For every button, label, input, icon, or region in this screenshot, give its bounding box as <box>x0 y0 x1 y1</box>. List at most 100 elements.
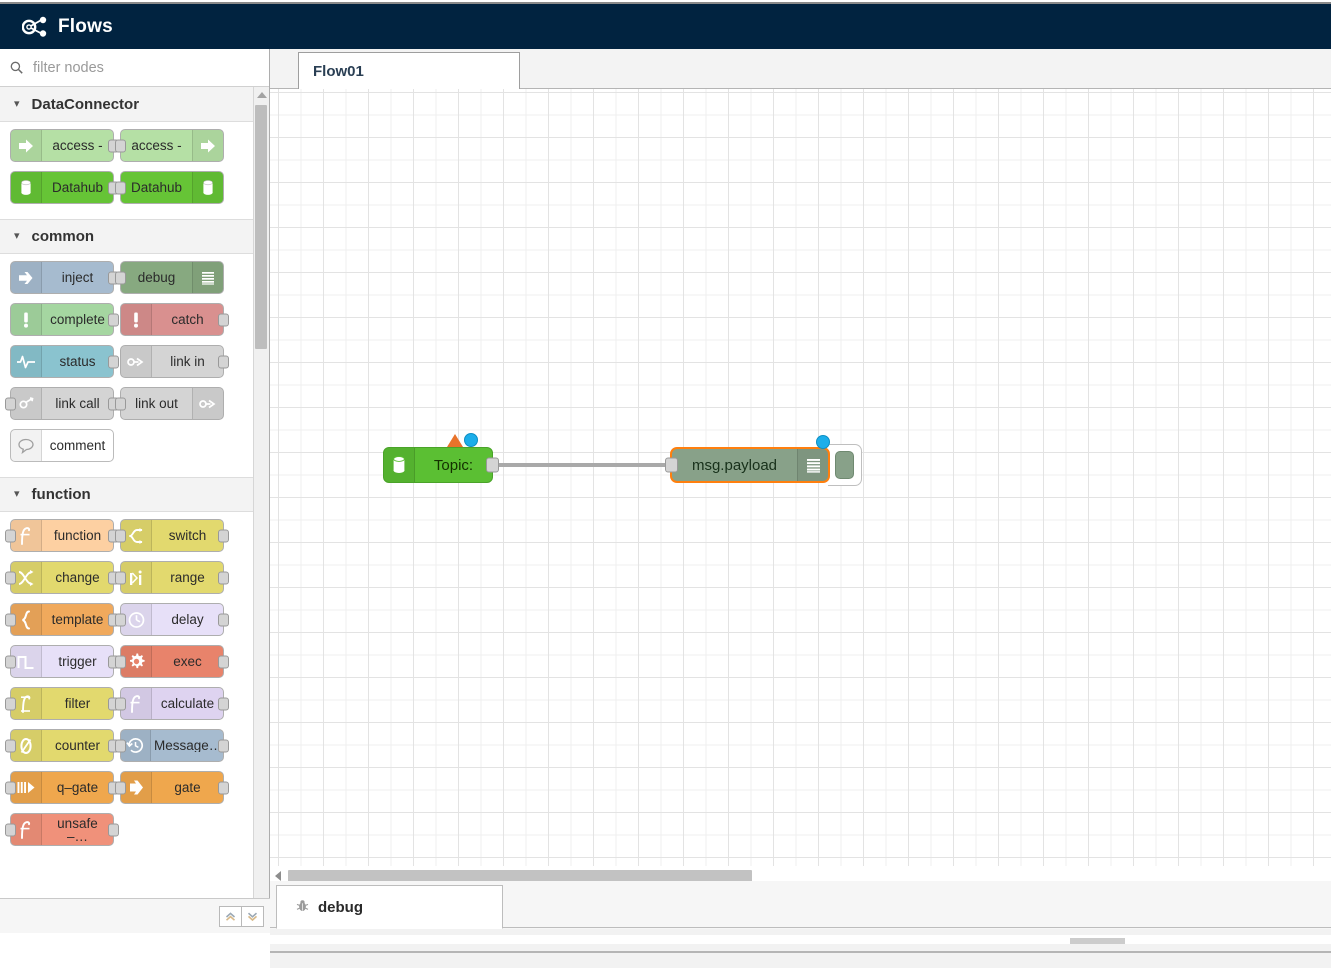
flow-canvas-viewport[interactable]: Topic: msg.payload <box>270 89 1331 886</box>
node-output-port[interactable] <box>108 313 119 326</box>
palette-node-debug[interactable]: debug <box>115 261 224 294</box>
bottom-panel-scroll-thumb[interactable] <box>1070 938 1125 944</box>
palette-node-gate[interactable]: gate <box>115 771 229 804</box>
node-output-port[interactable] <box>218 571 229 584</box>
node-input-port[interactable] <box>115 613 126 626</box>
node-input-port[interactable] <box>115 655 126 668</box>
node-output-port[interactable] <box>218 739 229 752</box>
palette-node-catch[interactable]: catch <box>120 303 229 336</box>
palette-scrollbar-thumb[interactable] <box>255 105 267 349</box>
range-icon <box>121 562 152 593</box>
node-input-port[interactable] <box>115 571 126 584</box>
palette-node-unsafe[interactable]: unsafe –… <box>5 813 119 846</box>
link-icon <box>192 388 223 419</box>
node-input-port[interactable] <box>115 139 126 152</box>
flow-canvas-grid[interactable]: Topic: msg.payload <box>270 89 1331 886</box>
node-input-port[interactable] <box>115 181 126 194</box>
palette-node-complete[interactable]: complete <box>10 303 119 336</box>
node-output-port[interactable] <box>218 781 229 794</box>
gate-arrow-icon <box>121 772 152 803</box>
palette-node-switch[interactable]: switch <box>115 519 229 552</box>
node-palette: ▾DataConnector access - access - DatahubDat… <box>0 49 270 933</box>
palette-node-trigger[interactable]: trigger <box>5 645 119 678</box>
canvas-scroll-left-icon[interactable] <box>270 871 286 881</box>
palette-node-change[interactable]: change <box>5 561 119 594</box>
palette-node-q-gate[interactable]: q–gate <box>5 771 119 804</box>
node-input-port[interactable] <box>115 271 126 284</box>
tab-debug[interactable]: debug <box>276 885 503 929</box>
palette-node-link-out[interactable]: link out <box>115 387 224 420</box>
debug-node-toggle-button[interactable] <box>828 444 862 486</box>
gear-icon <box>121 646 152 677</box>
filter-nodes-input[interactable] <box>31 58 259 77</box>
palette-node-datahub[interactable]: Datahub <box>10 171 119 204</box>
bottom-tabbar: debug <box>270 881 1331 929</box>
node-input-port[interactable] <box>5 739 16 752</box>
palette-node-filter[interactable]: filter <box>5 687 119 720</box>
node-input-port[interactable] <box>5 781 16 794</box>
node-input-port[interactable] <box>5 697 16 710</box>
palette-scroll-area: ▾ DataConnector access - access - Datahub Dat… <box>0 87 269 933</box>
palette-node-counter[interactable]: counter <box>5 729 119 762</box>
palette-row: complete catch <box>0 303 256 336</box>
flow-node-debug[interactable]: msg.payload <box>665 447 830 483</box>
palette-row: inject debug <box>0 261 256 294</box>
palette-category-function[interactable]: ▾ function <box>0 477 256 512</box>
palette-node-message[interactable]: Message… <box>115 729 229 762</box>
node-input-port[interactable] <box>5 571 16 584</box>
palette-node-template[interactable]: template <box>5 603 119 636</box>
palette-node-label: link call <box>55 396 100 411</box>
node-input-port[interactable] <box>5 397 16 410</box>
palette-category-body: inject debug complete catch status link in lin… <box>0 254 256 477</box>
debug-input-port[interactable] <box>665 457 678 473</box>
palette-node-range[interactable]: range <box>115 561 229 594</box>
wire-topic-to-debug[interactable] <box>494 463 673 467</box>
bug-icon <box>295 898 310 917</box>
palette-category-dataconnector[interactable]: ▾ DataConnector <box>0 87 256 122</box>
palette-category-common[interactable]: ▾ common <box>0 219 256 254</box>
node-output-port[interactable] <box>108 823 119 836</box>
expand-all-button[interactable] <box>241 905 264 927</box>
palette-node-delay[interactable]: delay <box>115 603 229 636</box>
palette-row: status link in <box>0 345 256 378</box>
node-input-port[interactable] <box>115 529 126 542</box>
node-input-port[interactable] <box>115 397 126 410</box>
palette-node-status[interactable]: status <box>10 345 119 378</box>
node-input-port[interactable] <box>5 529 16 542</box>
palette-node-label: access - <box>52 138 103 153</box>
palette-footer <box>0 898 270 933</box>
canvas-hscroll-thumb[interactable] <box>288 869 752 883</box>
node-output-port[interactable] <box>218 697 229 710</box>
palette-node-access[interactable]: access - <box>10 129 119 162</box>
node-output-port[interactable] <box>218 613 229 626</box>
node-output-port[interactable] <box>218 655 229 668</box>
node-input-port[interactable] <box>5 613 16 626</box>
palette-node-link-in[interactable]: link in <box>120 345 229 378</box>
node-input-port[interactable] <box>115 739 126 752</box>
palette-node-inject[interactable]: inject <box>10 261 119 294</box>
switch-icon <box>121 520 152 551</box>
tab-flow01[interactable]: Flow01 <box>298 52 520 90</box>
palette-scrollbar[interactable] <box>253 87 269 933</box>
topic-output-port[interactable] <box>486 457 499 473</box>
collapse-all-button[interactable] <box>219 905 242 927</box>
function-f-icon <box>11 814 42 845</box>
node-input-port[interactable] <box>5 823 16 836</box>
palette-node-calculate[interactable]: calculate <box>115 687 229 720</box>
node-input-port[interactable] <box>5 655 16 668</box>
palette-node-access[interactable]: access - <box>115 129 224 162</box>
palette-node-exec[interactable]: exec <box>115 645 229 678</box>
node-input-port[interactable] <box>115 697 126 710</box>
node-input-port[interactable] <box>115 781 126 794</box>
palette-node-function[interactable]: function <box>5 519 119 552</box>
palette-node-link-call[interactable]: link call <box>5 387 119 420</box>
palette-node-comment[interactable]: comment <box>10 429 114 462</box>
flow-node-topic[interactable]: Topic: <box>383 447 499 483</box>
palette-node-datahub[interactable]: Datahub <box>115 171 224 204</box>
node-output-port[interactable] <box>218 529 229 542</box>
node-output-port[interactable] <box>218 355 229 368</box>
palette-search-bar[interactable] <box>0 49 269 87</box>
palette-scroll-up-icon[interactable] <box>254 87 269 103</box>
node-output-port[interactable] <box>108 355 119 368</box>
node-output-port[interactable] <box>218 313 229 326</box>
